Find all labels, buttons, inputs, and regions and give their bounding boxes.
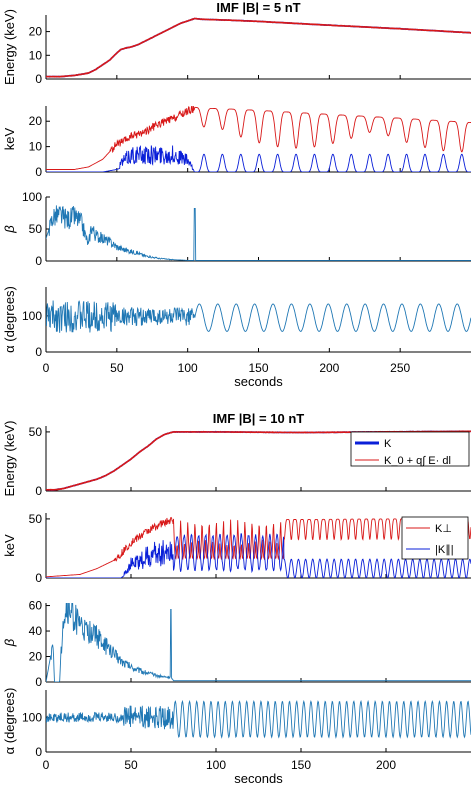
y-tick-label: 20 <box>29 650 43 664</box>
series-line <box>46 300 471 333</box>
y-axis-label: keV <box>2 127 17 150</box>
series-line <box>46 106 471 170</box>
y-tick-label: 50 <box>29 222 43 236</box>
series-group <box>46 603 471 682</box>
y-axis-label: α (degrees) <box>2 688 17 755</box>
series-line <box>46 17 471 78</box>
x-tick-label: 50 <box>124 758 138 772</box>
series-group <box>46 300 471 333</box>
y-tick-label: 50 <box>29 425 43 439</box>
x-tick-label: 150 <box>291 758 311 772</box>
y-tick-label: 0 <box>35 675 42 689</box>
y-tick-label: 10 <box>29 140 43 154</box>
legend-label: K⊥ <box>435 523 452 535</box>
y-tick-label: 0 <box>35 345 42 359</box>
y-axis-label: keV <box>2 534 17 557</box>
series-group <box>46 699 471 739</box>
y-tick-label: 20 <box>29 114 43 128</box>
y-tick-label: 100 <box>22 309 42 323</box>
x-tick-label: 200 <box>376 758 396 772</box>
legend-label: K <box>384 438 392 450</box>
y-tick-label: 20 <box>29 25 43 39</box>
panel-4: 0 100 α (degrees) <box>2 286 471 359</box>
series-group <box>46 106 471 172</box>
y-axis-label: β <box>2 638 17 647</box>
x-axis-label: seconds <box>234 374 283 389</box>
series-line <box>46 603 471 682</box>
series-group <box>46 205 471 261</box>
x-tick-label: 150 <box>248 361 268 375</box>
x-tick-label: 0 <box>43 758 50 772</box>
chart-title: IMF |B| = 5 nT <box>216 0 300 15</box>
x-axis-label: seconds <box>234 771 283 786</box>
panel-3: 0 50 100 β <box>2 190 471 268</box>
series-line <box>46 699 471 739</box>
series-line <box>46 145 471 172</box>
x-tick-label: 100 <box>206 758 226 772</box>
chart-title: IMF |B| = 10 nT <box>213 411 304 426</box>
y-tick-label: 60 <box>29 599 43 613</box>
legend: K K_0 + q∫ E· dl <box>350 431 470 467</box>
y-tick-label: 0 <box>35 254 42 268</box>
legend-label: |K∥| <box>435 544 454 556</box>
panel-1: 0 50 Energy (keV) K K_0 + q∫ E· dl <box>2 421 471 498</box>
panel-2: 0 10 20 keV <box>2 106 471 179</box>
y-tick-label: 100 <box>22 711 42 725</box>
legend-box <box>401 516 469 560</box>
x-tick-label: 100 <box>178 361 198 375</box>
y-axis-label: β <box>2 225 17 234</box>
x-tick-label: 250 <box>390 361 410 375</box>
panel-1: 0 10 20 Energy (keV) <box>2 9 471 86</box>
y-tick-label: 40 <box>29 624 43 638</box>
y-tick-label: 0 <box>35 165 42 179</box>
y-axis-label: α (degrees) <box>2 286 17 353</box>
y-tick-label: 50 <box>29 512 43 526</box>
y-tick-label: 0 <box>35 571 42 585</box>
series-line <box>46 533 471 578</box>
x-tick-label: 200 <box>319 361 339 375</box>
panel-4: 0 100 α (degrees) <box>2 688 471 759</box>
x-tick-label: 0 <box>43 361 50 375</box>
legend-label: K_0 + q∫ E· dl <box>384 455 451 467</box>
legend: K⊥ |K∥| <box>401 516 469 560</box>
y-axis-label: Energy (keV) <box>2 9 17 85</box>
x-tick-label: 50 <box>110 361 124 375</box>
y-tick-label: 0 <box>35 484 42 498</box>
chart-2: IMF |B| = 10 nT 0 50 Energy (keV) K K_0 + q∫ … <box>2 411 471 786</box>
y-tick-label: 0 <box>35 745 42 759</box>
y-tick-label: 10 <box>29 48 43 62</box>
y-axis-label: Energy (keV) <box>2 421 17 497</box>
series-line <box>46 205 471 261</box>
y-tick-label: 100 <box>22 190 42 204</box>
y-tick-label: 0 <box>35 72 42 86</box>
series-line <box>46 17 471 78</box>
series-group <box>46 17 471 78</box>
panel-3: 0 20 40 60 β <box>2 599 471 689</box>
series-line <box>46 516 471 578</box>
series-group <box>46 516 471 578</box>
panel-2: 0 50 keV K⊥ |K∥| <box>2 512 471 585</box>
